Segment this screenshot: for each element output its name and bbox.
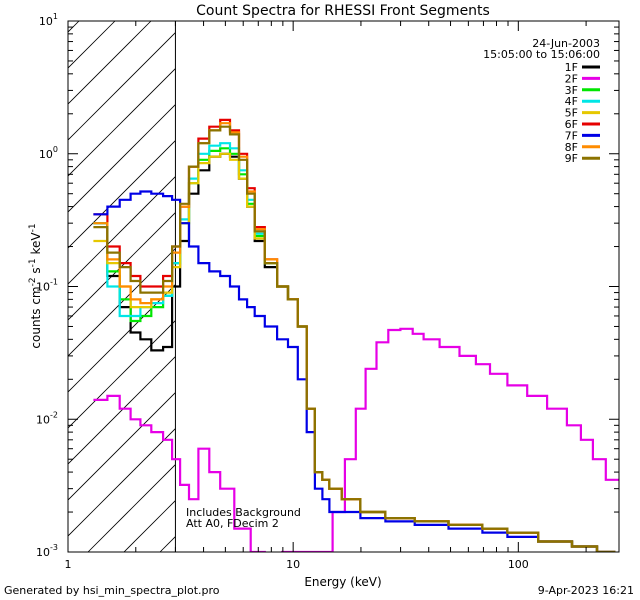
hatch-line (68, 248, 176, 357)
legend-label: 7F (565, 129, 578, 142)
hatch-line (68, 104, 176, 213)
series-5F (93, 152, 616, 552)
legend-label: 5F (565, 107, 578, 120)
y-label-base: counts cm (29, 286, 43, 348)
legend-label: 6F (565, 118, 578, 131)
x-tick-label: 1 (65, 558, 72, 571)
series-layer (93, 118, 619, 552)
y-label-mid: s (29, 267, 43, 277)
series-1F (93, 152, 616, 552)
y-tick-label: 10-3 (36, 543, 58, 559)
legend-label: 4F (565, 95, 578, 108)
chart-title: Count Spectra for RHESSI Front Segments (196, 3, 490, 19)
hatch-line (232, 21, 640, 552)
x-axis-label: Energy (keV) (304, 575, 381, 589)
annotation-attenuator: Att A0, FDecim 2 (186, 517, 279, 530)
hatch-line (68, 392, 176, 501)
hatch-line (68, 212, 176, 321)
y-tick-label: 101 (39, 12, 58, 28)
y-label-exp2: -1 (28, 258, 38, 267)
x-tick-label: 100 (508, 558, 529, 571)
legend-label: 8F (565, 141, 578, 154)
y-tick-label: 100 (39, 145, 58, 161)
y-axis: 10-3 10-2 10-1 100 101 (36, 12, 619, 559)
series-9F (93, 125, 616, 552)
hatch-line (123, 500, 176, 552)
y-axis-label: counts cm-2 s-1 keV-1 (28, 223, 43, 348)
footer-timestamp: 9-Apr-2023 16:21 (538, 584, 634, 597)
legend-label: 1F (565, 61, 578, 74)
footer-generator: Generated by hsi_min_spectra_plot.pro (4, 584, 220, 597)
y-label-exp3: -1 (28, 223, 38, 232)
series-3F (93, 147, 616, 552)
hatch-line (68, 428, 176, 537)
legend-label: 2F (565, 72, 578, 85)
x-axis: 1 10 100 (65, 21, 587, 571)
series-2F (93, 327, 619, 552)
x-tick-label: 10 (286, 558, 300, 571)
y-tick-label: 10-2 (36, 410, 58, 426)
hatch-line (68, 32, 176, 141)
annotation-background: Includes Background (186, 506, 301, 519)
y-label-exp1: -2 (28, 277, 38, 286)
y-label-end: keV (29, 232, 43, 259)
hatch-line (68, 68, 176, 177)
legend-label: 3F (565, 84, 578, 97)
legend-label: 9F (565, 152, 578, 165)
observation-date: 24-Jun-2003 (532, 37, 600, 50)
y-tick-label: 10-1 (36, 278, 58, 294)
observation-time-range: 15:05:00 to 15:06:00 (483, 48, 600, 61)
hatch-line (68, 21, 116, 69)
series-7F (93, 190, 616, 552)
